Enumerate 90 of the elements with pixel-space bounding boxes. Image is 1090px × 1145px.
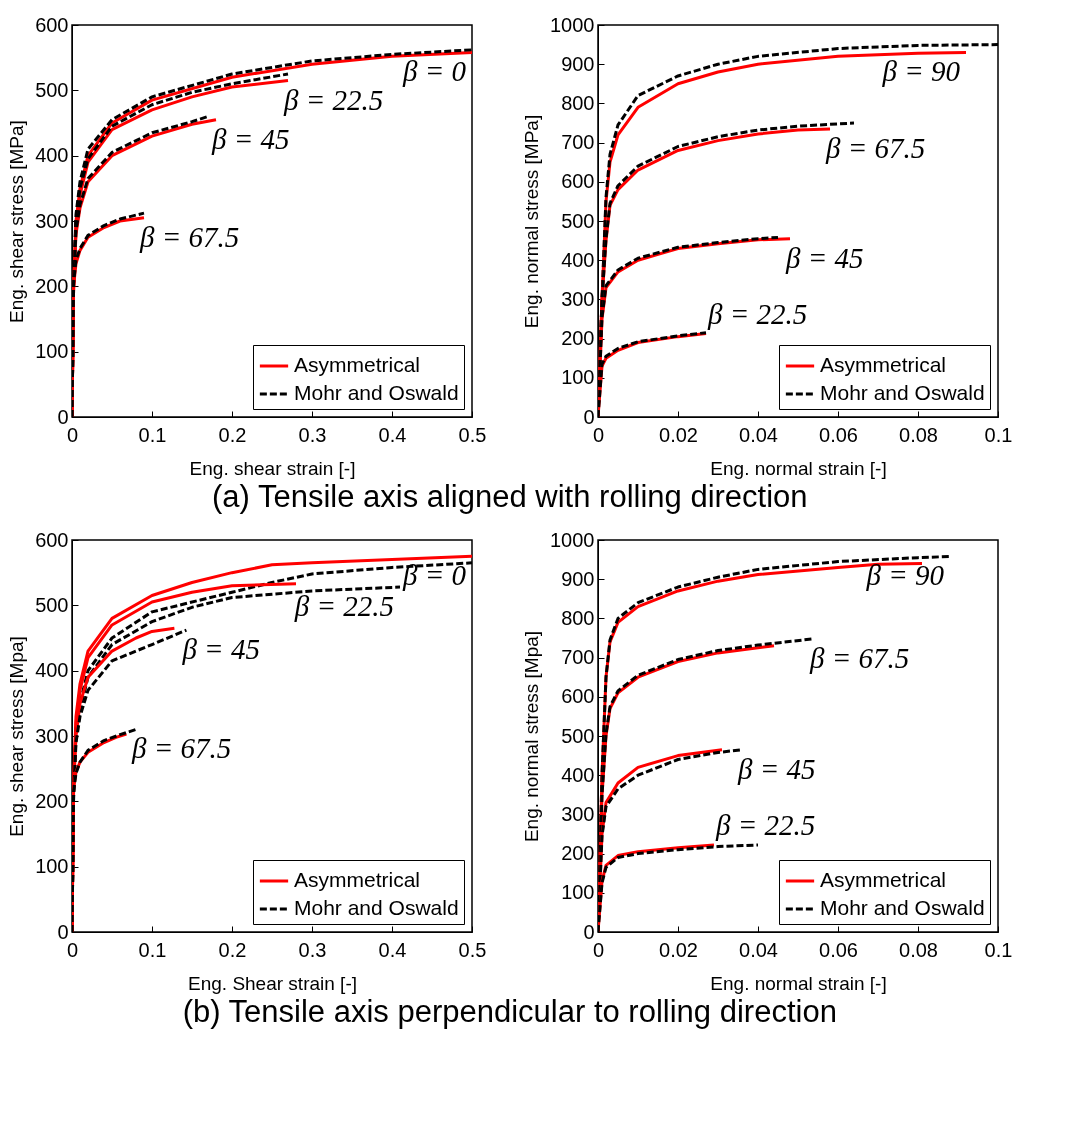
y-tick-label: 200 xyxy=(35,274,69,297)
y-tick-label: 600 xyxy=(561,685,595,708)
x-tick-label: 0.4 xyxy=(378,938,407,961)
annotation: β = 45 xyxy=(785,241,864,274)
y-tick-label: 300 xyxy=(561,802,595,825)
y-axis-title: Eng. shear stress [Mpa] xyxy=(6,636,28,837)
annotation: β = 67.5 xyxy=(131,732,232,765)
y-tick-label: 600 xyxy=(35,528,69,551)
y-tick-label: 800 xyxy=(561,91,595,114)
y-tick-label: 300 xyxy=(561,287,595,310)
y-tick-label: 100 xyxy=(561,881,595,904)
annotation: β = 67.5 xyxy=(809,641,910,674)
y-axis-title: Eng. normal stress [Mpa] xyxy=(521,630,543,843)
y-tick-label: 900 xyxy=(561,52,595,75)
legend-label: Mohr and Oswald xyxy=(820,896,985,919)
annotation: β = 22.5 xyxy=(715,808,816,841)
x-tick-label: 0.02 xyxy=(659,423,698,446)
x-tick-label: 0.4 xyxy=(378,423,407,446)
legend-label: Asymmetrical xyxy=(294,868,421,891)
x-tick-label: 0.06 xyxy=(819,423,858,446)
x-axis-title: Eng. Shear strain [-] xyxy=(188,972,357,994)
legend-label: Asymmetrical xyxy=(294,353,421,376)
x-axis-title: Eng. normal strain [-] xyxy=(710,972,887,994)
y-tick-label: 100 xyxy=(35,340,69,363)
annotation: β = 67.5 xyxy=(139,220,240,253)
y-tick-label: 800 xyxy=(561,606,595,629)
annotation: β = 45 xyxy=(181,633,260,666)
y-tick-label: 200 xyxy=(561,842,595,865)
x-tick-label: 0.04 xyxy=(739,938,778,961)
y-tick-label: 300 xyxy=(35,724,69,747)
x-tick-label: 0.08 xyxy=(899,938,938,961)
annotation: β = 0 xyxy=(401,55,467,88)
y-axis-title: Eng. shear stress [MPa] xyxy=(6,120,28,323)
x-tick-label: 0.06 xyxy=(819,938,858,961)
y-tick-label: 200 xyxy=(35,789,69,812)
y-tick-label: 1000 xyxy=(550,528,595,551)
x-tick-label: 0.08 xyxy=(899,423,938,446)
annotation: β = 45 xyxy=(211,122,290,155)
x-tick-label: 0.2 xyxy=(218,938,247,961)
annotation: β = 67.5 xyxy=(825,131,926,164)
annotation: β = 90 xyxy=(881,55,961,88)
x-tick-label: 0.3 xyxy=(298,423,327,446)
y-tick-label: 1000 xyxy=(550,13,595,36)
legend-label: Mohr and Oswald xyxy=(294,381,459,404)
y-tick-label: 700 xyxy=(561,131,595,154)
y-tick-label: 0 xyxy=(57,405,69,428)
y-tick-label: 500 xyxy=(35,78,69,101)
x-axis-title: Eng. normal strain [-] xyxy=(710,457,887,479)
x-tick-label: 0.1 xyxy=(138,423,167,446)
y-tick-label: 0 xyxy=(583,405,595,428)
annotation: β = 22.5 xyxy=(293,590,394,623)
y-tick-label: 100 xyxy=(561,366,595,389)
y-tick-label: 500 xyxy=(35,593,69,616)
x-tick-label: 0.5 xyxy=(458,938,487,961)
x-tick-label: 0.3 xyxy=(298,938,327,961)
x-tick-label: 0.1 xyxy=(984,423,1013,446)
y-tick-label: 0 xyxy=(583,920,595,943)
x-tick-label: 0.5 xyxy=(458,423,487,446)
annotation: β = 90 xyxy=(865,559,945,592)
x-tick-label: 0.2 xyxy=(218,423,247,446)
x-tick-label: 0.04 xyxy=(739,423,778,446)
y-tick-label: 600 xyxy=(561,170,595,193)
legend-label: Asymmetrical xyxy=(820,868,947,891)
x-tick-label: 0.1 xyxy=(984,938,1013,961)
y-tick-label: 400 xyxy=(35,144,69,167)
y-tick-label: 300 xyxy=(35,209,69,232)
y-tick-label: 400 xyxy=(561,763,595,786)
y-tick-label: 200 xyxy=(561,327,595,350)
text: (b) Tensile axis perpendicular to rolling direction xyxy=(182,993,837,1029)
y-tick-label: 900 xyxy=(561,567,595,590)
legend-label: Mohr and Oswald xyxy=(294,896,459,919)
x-tick-label: 0.1 xyxy=(138,938,167,961)
y-tick-label: 400 xyxy=(561,248,595,271)
text: (a) Tensile axis aligned with rolling direction xyxy=(211,478,808,514)
annotation: β = 45 xyxy=(737,752,816,785)
y-tick-label: 500 xyxy=(561,209,595,232)
y-tick-label: 400 xyxy=(35,659,69,682)
annotation: β = 22.5 xyxy=(707,297,808,330)
annotation: β = 0 xyxy=(401,559,467,592)
x-axis-title: Eng. shear strain [-] xyxy=(189,457,356,479)
x-tick-label: 0.02 xyxy=(659,938,698,961)
y-tick-label: 0 xyxy=(57,920,69,943)
annotation: β = 22.5 xyxy=(283,83,384,116)
y-tick-label: 500 xyxy=(561,724,595,747)
y-tick-label: 700 xyxy=(561,646,595,669)
y-tick-label: 600 xyxy=(35,13,69,36)
y-tick-label: 100 xyxy=(35,855,69,878)
legend-label: Asymmetrical xyxy=(820,353,947,376)
legend-label: Mohr and Oswald xyxy=(820,381,985,404)
y-axis-title: Eng. normal stress [MPa] xyxy=(521,114,543,329)
